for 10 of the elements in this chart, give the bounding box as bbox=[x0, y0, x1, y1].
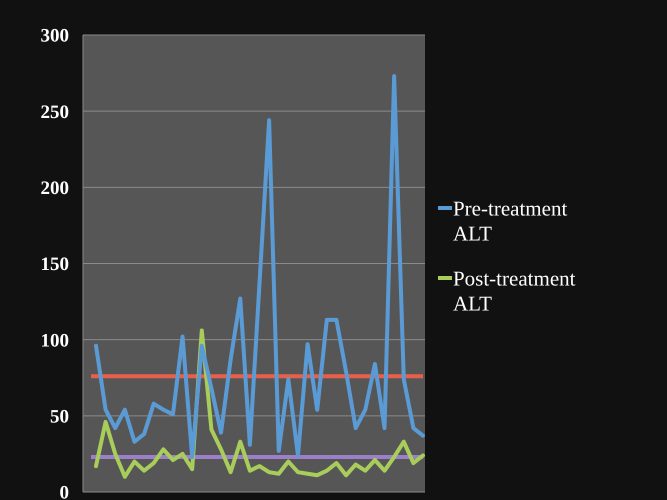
line-series bbox=[94, 74, 425, 459]
y-tick-label: 200 bbox=[40, 178, 69, 199]
y-tick-label: 150 bbox=[40, 254, 69, 276]
y-tick-label: 100 bbox=[40, 330, 69, 352]
legend-label: Post-treatment ALT bbox=[453, 266, 576, 316]
y-tick-label: 0 bbox=[60, 482, 69, 500]
legend-label: Pre-treatment ALT bbox=[453, 196, 568, 246]
y-tick-label: 250 bbox=[40, 102, 69, 123]
y-tick-label: 300 bbox=[40, 26, 69, 47]
y-tick-label: 50 bbox=[50, 406, 69, 428]
